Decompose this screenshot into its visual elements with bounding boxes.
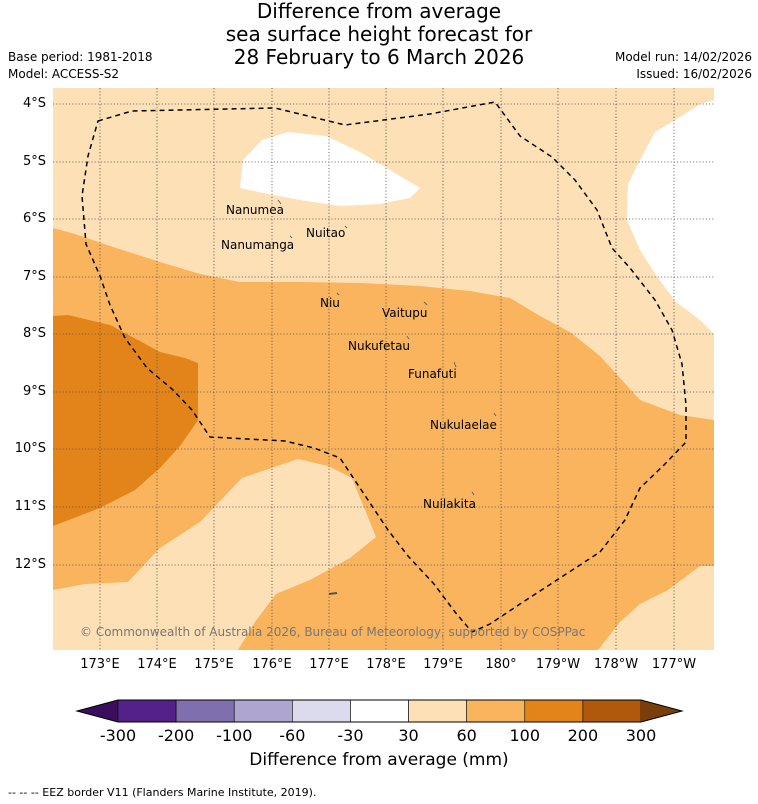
longitude-label: 178°E: [366, 657, 406, 672]
island-mark: [328, 592, 338, 595]
meta-left: Base period: 1981-2018 Model: ACCESS-S2: [8, 49, 153, 83]
island-funafuti: [453, 361, 457, 368]
colorbar-cell: [466, 699, 526, 723]
copyright-credit: © Commonwealth of Australia 2026, Bureau…: [80, 625, 586, 639]
colorbar-tick-label: -60: [279, 726, 306, 745]
longitude-label: 179°E: [423, 657, 463, 672]
latitude-label: 12°S: [14, 557, 46, 572]
title-line-3: 28 February to 6 March 2026: [233, 45, 525, 69]
place-label: Nuitao: [306, 226, 346, 240]
colorbar-tick-label: 60: [456, 726, 477, 745]
colorbar-tick-label: 30: [398, 726, 419, 745]
colorbar-tick-label: 100: [509, 726, 541, 745]
colorbar-tick-label: -100: [216, 726, 253, 745]
place-label: Nanumanga: [221, 238, 295, 252]
place-label: Funafuti: [408, 367, 457, 381]
colorbar: [75, 699, 684, 723]
eez-border: [81, 101, 687, 633]
place-label: Nanumea: [226, 203, 284, 217]
title-line-1: Difference from average: [256, 0, 502, 23]
latitude-label: 7°S: [22, 269, 46, 284]
colorbar-cell: [408, 699, 467, 723]
longitude-label: 175°E: [194, 657, 234, 672]
island-niu: [336, 292, 340, 296]
model-name: Model: ACCESS-S2: [8, 67, 120, 81]
colorbar-tick-label: -30: [337, 726, 364, 745]
colorbar-cell: [117, 699, 177, 723]
colorbar-cell: [292, 699, 351, 723]
colorbar-tick-label: 300: [625, 726, 657, 745]
colorbar-title: Difference from average (mm): [249, 750, 509, 770]
latitude-label: 11°S: [14, 499, 46, 514]
latitude-label: 10°S: [14, 441, 46, 456]
meta-right: Model run: 14/02/2026 Issued: 16/02/2026: [615, 49, 752, 83]
longitude-label: 178°W: [593, 657, 639, 672]
island-nanumea: [277, 199, 282, 205]
colorbar-tick-label: -200: [157, 726, 195, 745]
colorbar-cell: [175, 699, 235, 723]
colorbar-cells: [117, 699, 642, 723]
longitude-label: 174°E: [137, 657, 177, 672]
longitude-label: 176°E: [252, 657, 292, 672]
colorbar-outline: [75, 699, 684, 723]
region-100-200: [53, 315, 198, 526]
eez-legend-note: -- -- -- EEZ border V11 (Flanders Marine…: [8, 786, 317, 799]
issued-date: Issued: 16/02/2026: [636, 67, 752, 81]
colorbar-tick-label: 200: [567, 726, 599, 745]
title-line-2: sea surface height forecast for: [225, 22, 533, 46]
longitude-label: 177°W: [651, 657, 697, 672]
latitude-label: 5°S: [22, 154, 46, 169]
island-nukulaelae: [493, 412, 497, 417]
map-title: Difference from average sea surface heig…: [0, 0, 758, 69]
base-period: Base period: 1981-2018: [8, 50, 153, 64]
colorbar-tick-label: -300: [99, 726, 137, 745]
place-label: Nukulaelae: [430, 418, 497, 432]
region-30-60-south-west: [53, 459, 376, 650]
gridlines: [53, 88, 714, 650]
colorbar-cell: [350, 699, 409, 723]
place-label: Vaitupu: [382, 306, 428, 320]
longitude-label: 179°W: [535, 657, 581, 672]
place-label: Nuilakita: [423, 497, 476, 511]
place-label: Niu: [320, 296, 340, 310]
colorbar-low-arrow: [77, 700, 118, 722]
latitude-label: 8°S: [22, 326, 46, 341]
region-near-average-east: [627, 100, 714, 334]
map-plot-area: [53, 88, 714, 650]
region-near-average-north: [240, 132, 420, 206]
colorbar-high-arrow: [641, 700, 682, 722]
longitude-label: 177°E: [309, 657, 349, 672]
island-nanumanga: [289, 235, 293, 239]
latitude-label: 6°S: [22, 211, 46, 226]
latitude-label: 9°S: [22, 384, 46, 399]
island-nuilakita: [471, 491, 475, 496]
region-30-60-south-east: [598, 566, 714, 650]
colorbar-cell: [524, 699, 584, 723]
longitude-label: 173°E: [80, 657, 120, 672]
island-vaitupu: [423, 301, 428, 306]
latitude-label: 4°S: [22, 96, 46, 111]
island-nukufetau: [406, 335, 410, 340]
place-label: Nukufetau: [348, 339, 411, 353]
colorbar-cell: [582, 699, 642, 723]
longitude-label: 180°: [485, 657, 517, 672]
island-nuitao: [344, 225, 348, 229]
colorbar-cell: [233, 699, 293, 723]
model-run: Model run: 14/02/2026: [614, 50, 752, 64]
